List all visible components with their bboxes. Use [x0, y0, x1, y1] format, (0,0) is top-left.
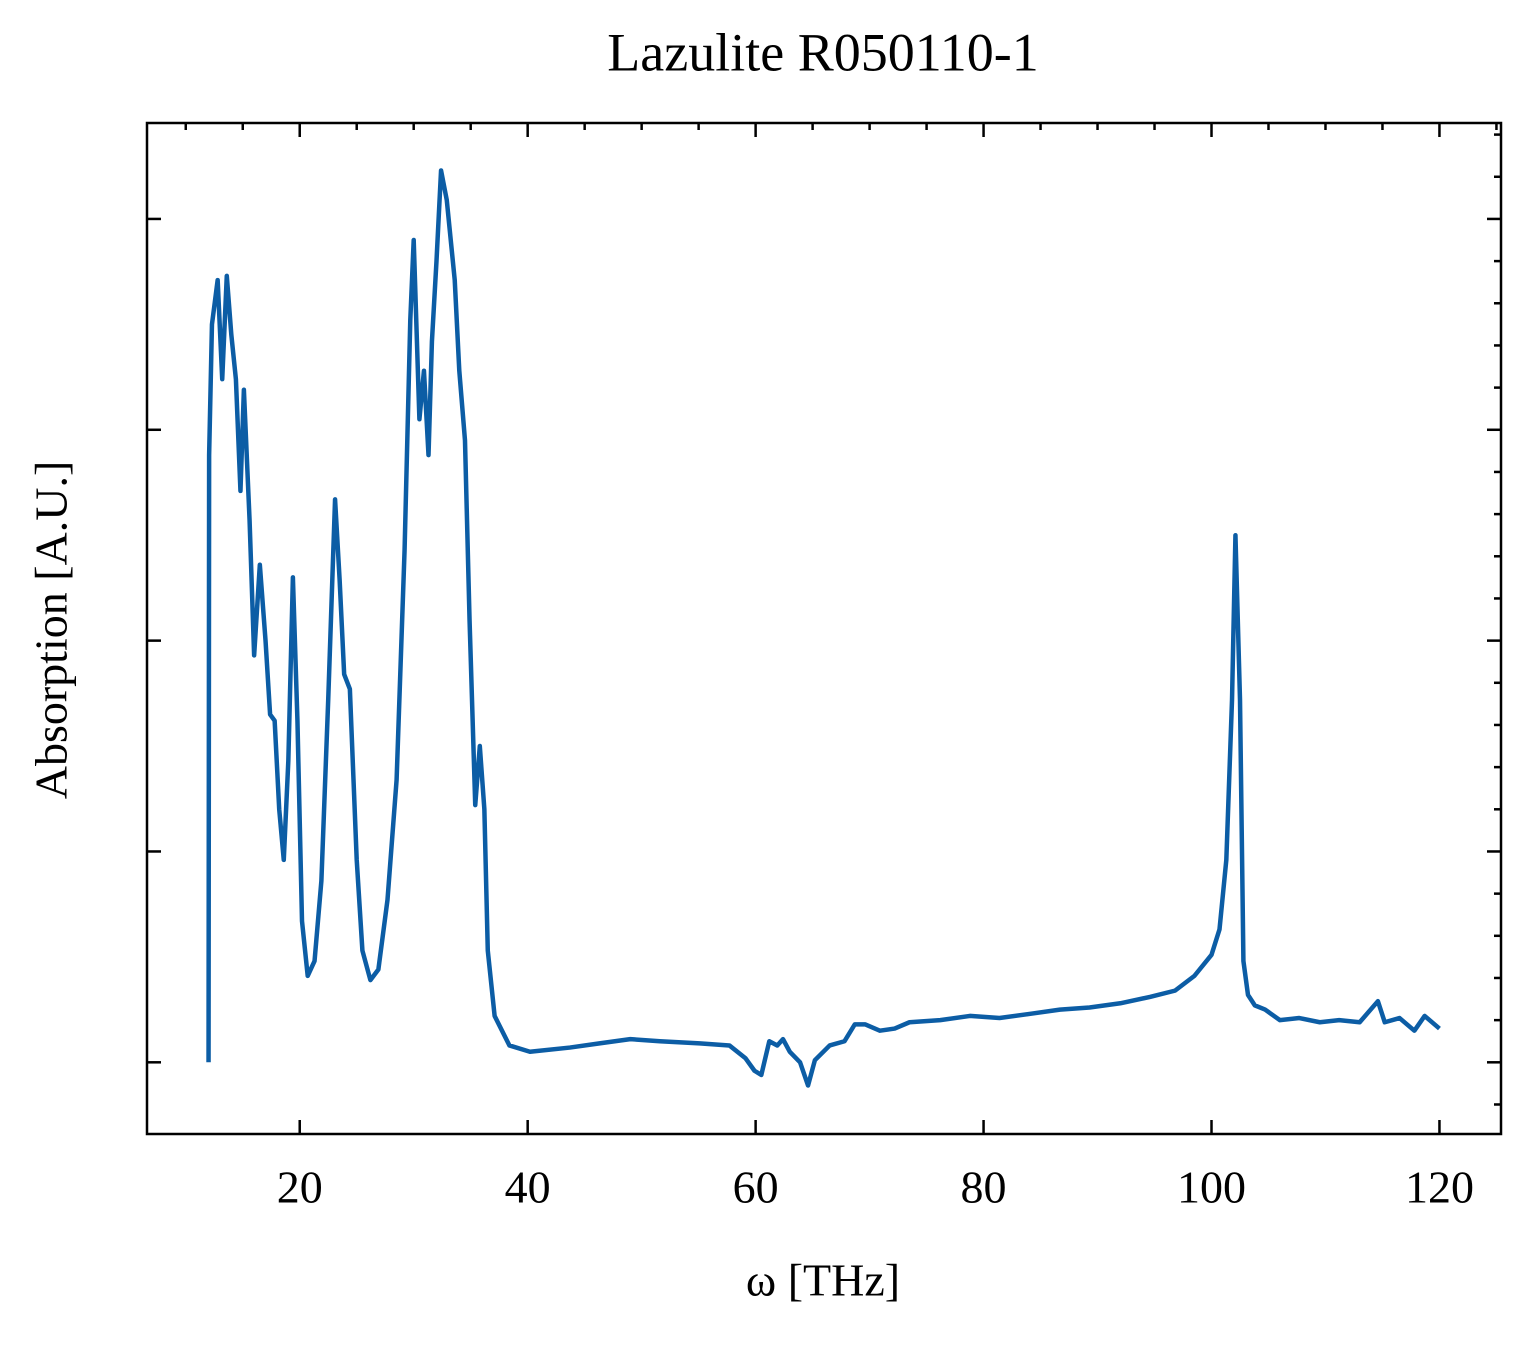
plot-frame: [145, 121, 1503, 1136]
chart-title: Lazulite R050110-1: [607, 22, 1038, 82]
x-tick-label: 80: [961, 1162, 1007, 1213]
y-axis-label: Absorption [A.U.]: [26, 461, 77, 800]
x-axis-label: ω [THz]: [746, 1255, 900, 1306]
x-tick-label: 60: [733, 1162, 779, 1213]
x-tick-label: 40: [505, 1162, 551, 1213]
x-tick-label: 20: [277, 1162, 323, 1213]
x-tick-label: 120: [1405, 1162, 1474, 1213]
data-line: [206, 168, 1441, 1088]
x-tick-label: 100: [1177, 1162, 1246, 1213]
